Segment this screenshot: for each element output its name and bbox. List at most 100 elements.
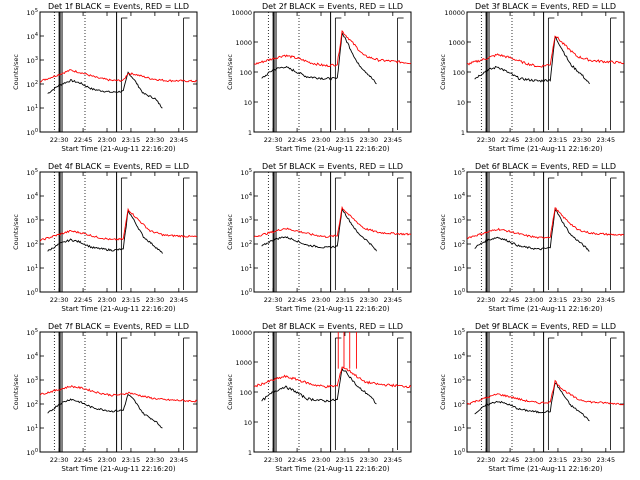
y-tick-label: 105 xyxy=(27,8,38,17)
x-tick-label: 23:30 xyxy=(146,296,165,304)
chart-title: Det 7f BLACK = Events, RED = LLD xyxy=(48,322,189,331)
x-axis-label: Start Time (21-Aug-11 22:16:20) xyxy=(275,465,389,473)
x-tick-label: 23:00 xyxy=(312,296,331,304)
x-tick-label: 23:30 xyxy=(573,136,592,144)
lld-series-line xyxy=(254,30,411,68)
events-series-line xyxy=(47,209,163,254)
y-axis-label: Counts/sec xyxy=(12,374,20,410)
lld-series-line xyxy=(40,207,197,242)
y-tick-label: 1000 xyxy=(235,39,252,47)
plot-frame xyxy=(466,11,625,133)
y-tick-label: 103 xyxy=(454,376,465,385)
y-tick-label: 105 xyxy=(454,328,465,337)
chart-title: Det 4f BLACK = Events, RED = LLD xyxy=(48,162,189,171)
chart-panel-4: Det 4f BLACK = Events, RED = LLD 100 101 10… xyxy=(12,162,198,313)
y-axis-label: Counts/sec xyxy=(439,374,447,410)
x-tick-label: 22:30 xyxy=(477,456,496,464)
y-tick-label: 104 xyxy=(27,192,38,201)
y-axis-label: Counts/sec xyxy=(226,374,234,410)
y-tick-label: 10 xyxy=(244,419,252,427)
y-tick-label: 101 xyxy=(454,264,465,273)
x-tick-label: 23:00 xyxy=(525,296,544,304)
x-tick-label: 22:30 xyxy=(50,456,69,464)
y-tick-label: 103 xyxy=(454,216,465,225)
events-series-line xyxy=(261,366,377,405)
x-tick-label: 23:45 xyxy=(383,136,402,144)
y-tick-label: 105 xyxy=(27,168,38,177)
y-tick-label: 102 xyxy=(27,240,38,249)
y-tick-label: 100 xyxy=(27,448,38,457)
lld-series-line xyxy=(40,385,197,403)
lld-series-line xyxy=(467,35,624,68)
x-tick-label: 22:30 xyxy=(264,296,283,304)
series-layer xyxy=(40,207,197,254)
y-tick-label: 100 xyxy=(240,69,252,77)
y-tick-label: 10000 xyxy=(231,9,252,17)
y-tick-label: 105 xyxy=(454,168,465,177)
x-tick-label: 23:15 xyxy=(336,296,355,304)
y-tick-label: 100 xyxy=(27,128,38,137)
chart-panel-3: Det 3f BLACK = Events, RED = LLD 1 10 100 10… xyxy=(439,2,625,153)
y-tick-label: 100 xyxy=(453,69,465,77)
lld-series-line xyxy=(254,205,411,239)
lld-series-line xyxy=(467,379,624,406)
series-layer xyxy=(467,35,624,85)
y-tick-label: 1 xyxy=(461,129,465,137)
y-tick-label: 102 xyxy=(454,240,465,249)
y-axis-label: Counts/sec xyxy=(439,214,447,250)
x-tick-label: 23:15 xyxy=(122,296,141,304)
y-tick-label: 105 xyxy=(241,168,252,177)
y-axis-label: Counts/sec xyxy=(226,54,234,90)
y-tick-label: 10 xyxy=(457,99,465,107)
x-tick-label: 23:15 xyxy=(549,456,568,464)
chart-panel-6: Det 6f BLACK = Events, RED = LLD 100 101 10… xyxy=(439,162,625,313)
x-tick-label: 22:45 xyxy=(288,456,307,464)
lld-series-line xyxy=(254,366,411,389)
lld-series-line xyxy=(40,69,197,83)
y-tick-label: 101 xyxy=(241,264,252,273)
x-axis-label: Start Time (21-Aug-11 22:16:20) xyxy=(61,305,175,313)
x-axis-label: Start Time (21-Aug-11 22:16:20) xyxy=(275,145,389,153)
x-tick-label: 23:00 xyxy=(312,456,331,464)
x-tick-label: 22:45 xyxy=(74,296,93,304)
chart-title: Det 5f BLACK = Events, RED = LLD xyxy=(262,162,403,171)
x-tick-label: 22:30 xyxy=(477,296,496,304)
series-layer xyxy=(254,30,411,85)
y-tick-label: 104 xyxy=(241,192,252,201)
series-layer xyxy=(254,205,411,252)
x-tick-label: 23:30 xyxy=(146,136,165,144)
chart-title: Det 6f BLACK = Events, RED = LLD xyxy=(475,162,616,171)
plot-frame xyxy=(39,11,198,133)
x-tick-label: 23:00 xyxy=(98,296,117,304)
x-tick-label: 23:15 xyxy=(549,296,568,304)
x-tick-label: 22:30 xyxy=(50,296,69,304)
y-tick-label: 1 xyxy=(248,129,252,137)
series-layer xyxy=(467,207,624,252)
y-axis-label: Counts/sec xyxy=(12,214,20,250)
y-tick-label: 10000 xyxy=(231,329,252,337)
plot-frame xyxy=(253,11,412,133)
events-series-line xyxy=(47,393,163,429)
x-tick-label: 23:15 xyxy=(549,136,568,144)
x-axis-label: Start Time (21-Aug-11 22:16:20) xyxy=(488,465,602,473)
y-tick-label: 104 xyxy=(454,352,465,361)
y-tick-label: 10 xyxy=(244,99,252,107)
chart-title: Det 2f BLACK = Events, RED = LLD xyxy=(262,2,403,11)
x-tick-label: 23:15 xyxy=(336,136,355,144)
y-tick-label: 102 xyxy=(454,400,465,409)
x-tick-label: 23:15 xyxy=(336,456,355,464)
plot-frame xyxy=(39,171,198,293)
x-tick-label: 22:30 xyxy=(264,456,283,464)
series-layer xyxy=(40,69,197,109)
chart-title: Det 3f BLACK = Events, RED = LLD xyxy=(475,2,616,11)
x-tick-label: 23:30 xyxy=(360,136,379,144)
x-tick-label: 23:15 xyxy=(122,136,141,144)
y-tick-label: 100 xyxy=(27,288,38,297)
y-tick-label: 104 xyxy=(27,32,38,41)
y-tick-label: 10000 xyxy=(444,9,465,17)
plot-frame xyxy=(466,171,625,293)
chart-panel-2: Det 2f BLACK = Events, RED = LLD 1 10 100 10… xyxy=(226,2,412,153)
x-tick-label: 22:30 xyxy=(50,136,69,144)
y-tick-label: 103 xyxy=(27,216,38,225)
x-tick-label: 23:30 xyxy=(360,296,379,304)
